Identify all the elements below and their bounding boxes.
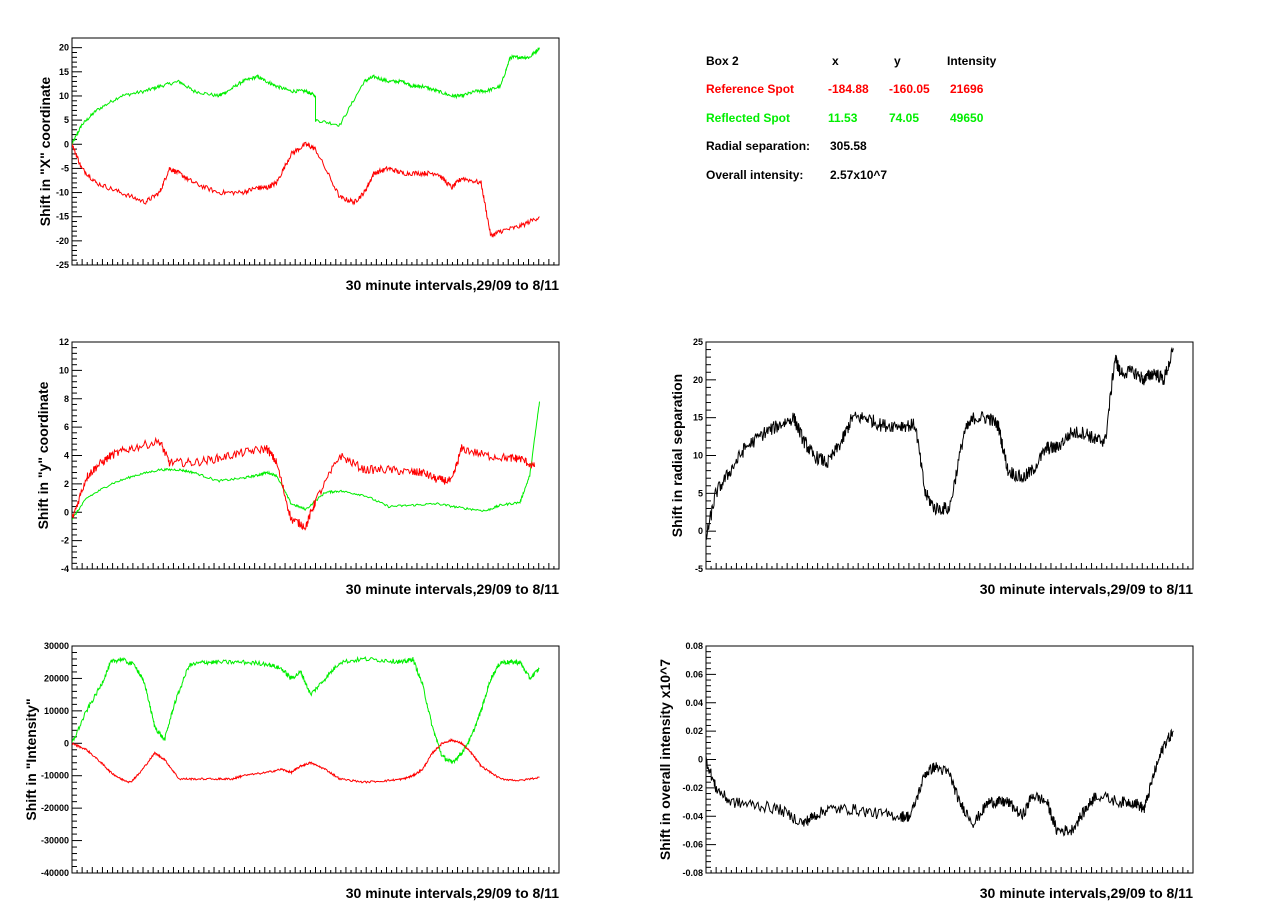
series-line-1 — [72, 655, 540, 765]
info-header-y: y — [894, 54, 901, 68]
y-tick-label: 15 — [59, 67, 69, 77]
y-tick-label: -0.08 — [682, 868, 703, 878]
y-tick-label: -20000 — [41, 803, 69, 813]
plot-frame — [71, 37, 560, 266]
reflected-spot-intensity: 49650 — [950, 111, 984, 125]
y-tick-label: -5 — [61, 163, 69, 173]
y-axis: -40000 -30000 -20000 -10000 0 10000 20000 30000 — [41, 641, 82, 878]
y-tick-label: 8 — [64, 394, 69, 404]
y-tick-label: -25 — [56, 260, 69, 270]
series-line-1 — [706, 728, 1174, 837]
radial-separation-label: Radial separation: — [706, 139, 811, 153]
y-axis: -0.08 -0.06 -0.04 -0.02 0 0.02 0.04 0.06 0.08 — [682, 641, 716, 878]
info-box-title: Box 2 — [706, 54, 739, 68]
y-axis-label: Shift in overall intensity x10^7 — [657, 659, 673, 860]
plot-intensity-shift: -40000 -30000 -20000 -10000 0 10000 20000 30000… — [23, 641, 560, 901]
y-tick-label: -4 — [61, 564, 69, 574]
y-tick-label: 0 — [698, 755, 703, 765]
y-tick-label: 0 — [64, 139, 69, 149]
x-axis — [71, 867, 560, 873]
reflected-spot-label: Reflected Spot — [706, 111, 791, 125]
y-tick-label: -2 — [61, 536, 69, 546]
y-tick-label: 0.04 — [685, 698, 703, 708]
y-tick-label: 20000 — [44, 673, 69, 683]
y-tick-label: 0 — [64, 738, 69, 748]
info-header-x: x — [832, 54, 839, 68]
x-axis-label: 30 minute intervals,29/09 to 8/11 — [346, 277, 559, 293]
y-tick-label: 30000 — [44, 641, 69, 651]
series-line-2 — [72, 141, 540, 238]
y-tick-label: 25 — [693, 337, 703, 347]
y-tick-label: 5 — [64, 115, 69, 125]
y-axis-label: Shift in "Intensity" — [23, 698, 39, 820]
y-tick-label: 10 — [59, 91, 69, 101]
plot-radial-shift: -5 0 5 10 15 20 25 30 minute intervals,29/09 to… — [669, 337, 1194, 597]
reference-spot-label: Reference Spot — [706, 82, 795, 96]
y-tick-label: 20 — [59, 43, 69, 53]
x-axis — [71, 259, 560, 265]
y-tick-label: -10000 — [41, 771, 69, 781]
overall-intensity-value: 2.57x10^7 — [830, 168, 888, 182]
y-axis: -4 -2 0 2 4 6 8 10 12 — [59, 337, 82, 574]
x-axis-label: 30 minute intervals,29/09 to 8/11 — [980, 581, 1193, 597]
x-axis — [705, 563, 1194, 569]
y-tick-label: 2 — [64, 479, 69, 489]
y-tick-label: -0.02 — [682, 783, 703, 793]
plot-overall-intensity-shift: -0.08 -0.06 -0.04 -0.02 0 0.02 0.04 0.06 0.08 30 … — [657, 641, 1194, 901]
y-tick-label: 0 — [64, 507, 69, 517]
series-line-1 — [72, 401, 540, 521]
y-tick-label: -30000 — [41, 836, 69, 846]
y-tick-label: 5 — [698, 488, 703, 498]
radial-separation-value: 305.58 — [830, 139, 867, 153]
x-axis — [71, 563, 560, 569]
y-tick-label: 4 — [64, 451, 69, 461]
series-line-1 — [706, 347, 1174, 540]
plot-frame — [705, 645, 1194, 874]
y-tick-label: 10 — [693, 451, 703, 461]
info-box: Box 2 x y Intensity Reference Spot -184.… — [706, 50, 1106, 190]
y-tick-label: 6 — [64, 422, 69, 432]
plot-frame — [71, 645, 560, 874]
reference-spot-y: -160.05 — [889, 82, 930, 96]
y-tick-label: -15 — [56, 212, 69, 222]
plot-y-shift: -4 -2 0 2 4 6 8 10 12 30 minute intervals,29/09 t… — [35, 337, 560, 597]
reflected-spot-x: 11.53 — [828, 111, 858, 125]
y-tick-label: -0.04 — [682, 811, 703, 821]
series-line-2 — [72, 436, 536, 531]
x-axis — [705, 867, 1194, 873]
plot-x-shift: -25 -20 -15 -10 -5 0 5 10 15 20 30 minute interval… — [37, 37, 560, 293]
y-tick-label: 15 — [693, 413, 703, 423]
y-axis: -25 -20 -15 -10 -5 0 5 10 15 20 — [56, 43, 82, 270]
y-axis: -5 0 5 10 15 20 25 — [693, 337, 716, 574]
series-line-1 — [72, 47, 540, 145]
y-axis-label: Shift in "X" coordinate — [37, 77, 53, 227]
reference-spot-x: -184.88 — [828, 82, 869, 96]
y-tick-label: -5 — [695, 564, 703, 574]
y-tick-label: -20 — [56, 236, 69, 246]
x-axis-label: 30 minute intervals,29/09 to 8/11 — [346, 581, 559, 597]
series-line-2 — [72, 737, 540, 784]
y-tick-label: -40000 — [41, 868, 69, 878]
y-tick-label: 0.06 — [685, 669, 703, 679]
y-tick-label: 0.08 — [685, 641, 703, 651]
y-tick-label: 20 — [693, 375, 703, 385]
y-axis-label: Shift in "y" coordinate — [35, 381, 51, 529]
reflected-spot-y: 74.05 — [889, 111, 920, 125]
y-tick-label: 0 — [698, 526, 703, 536]
x-axis-label: 30 minute intervals,29/09 to 8/11 — [980, 885, 1193, 901]
x-axis-label: 30 minute intervals,29/09 to 8/11 — [346, 885, 559, 901]
info-header-intensity: Intensity — [947, 54, 997, 68]
y-tick-label: 0.02 — [685, 726, 703, 736]
plot-frame — [71, 341, 560, 570]
y-tick-label: 10 — [59, 365, 69, 375]
y-tick-label: 12 — [59, 337, 69, 347]
y-tick-label: -0.06 — [682, 840, 703, 850]
reference-spot-intensity: 21696 — [950, 82, 984, 96]
y-tick-label: 10000 — [44, 706, 69, 716]
y-axis-label: Shift in radial separation — [669, 374, 685, 537]
y-tick-label: -10 — [56, 188, 69, 198]
overall-intensity-label: Overall intensity: — [706, 168, 804, 182]
